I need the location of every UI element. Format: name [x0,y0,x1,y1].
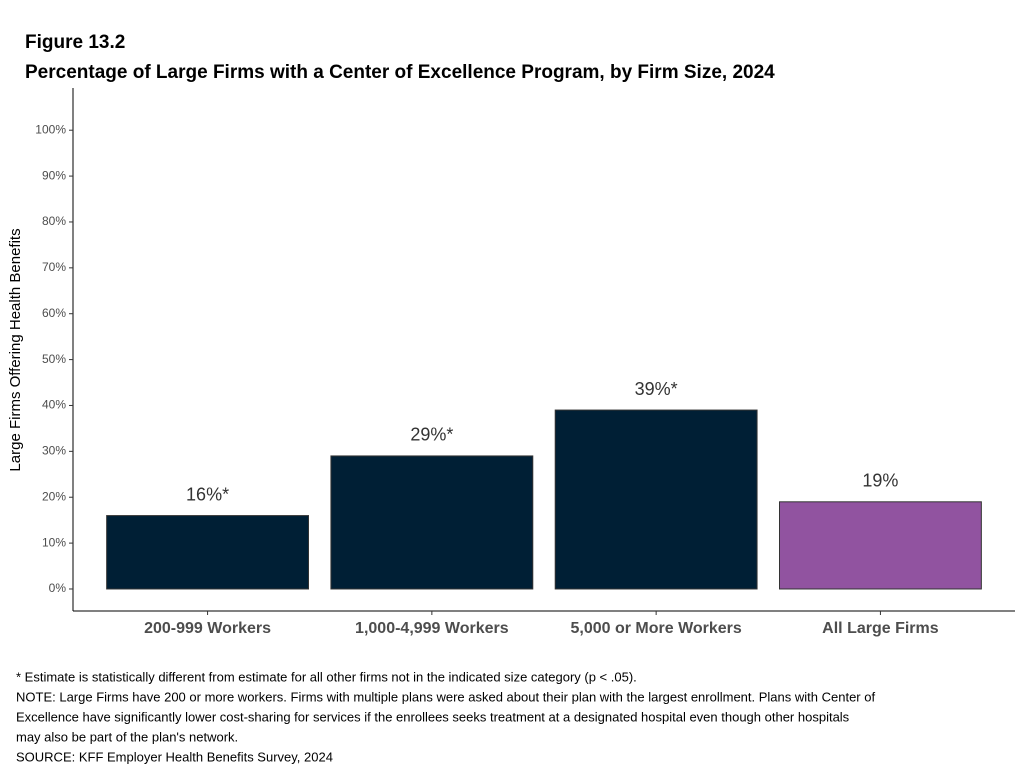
footnote: SOURCE: KFF Employer Health Benefits Sur… [16,749,333,764]
chart-title: Figure 13.2 [25,32,125,53]
x-tick-label: 5,000 or More Workers [570,620,741,637]
footnote: * Estimate is statistically different fr… [16,669,637,684]
y-tick-label: 100% [35,122,66,136]
y-tick-label: 30% [42,444,66,458]
y-tick-label: 50% [42,352,66,366]
y-tick-label: 40% [42,398,66,412]
y-tick-label: 60% [42,306,66,320]
y-tick-label: 80% [42,214,66,228]
footnote: Excellence have significantly lower cost… [16,709,850,724]
chart-subtitle: Percentage of Large Firms with a Center … [25,62,775,83]
y-tick-label: 20% [42,489,66,503]
value-label: 29%* [410,425,453,445]
y-axis-label: Large Firms Offering Health Benefits [7,228,24,471]
x-tick-label: 1,000-4,999 Workers [355,620,509,637]
y-tick-label: 70% [42,260,66,274]
bar [106,515,310,590]
y-tick-label: 0% [49,581,67,595]
x-tick-label: All Large Firms [822,620,939,637]
bar [779,501,982,590]
footnote: may also be part of the plan's network. [16,729,238,744]
y-tick-label: 10% [42,535,66,549]
bar [330,455,534,590]
value-label: 39%* [635,379,678,399]
x-tick-label: 200-999 Workers [144,620,271,637]
footnote: NOTE: Large Firms have 200 or more worke… [16,689,875,704]
bar [554,409,758,590]
value-label: 19% [862,471,898,491]
value-label: 16%* [186,484,229,504]
y-tick-label: 90% [42,168,66,182]
